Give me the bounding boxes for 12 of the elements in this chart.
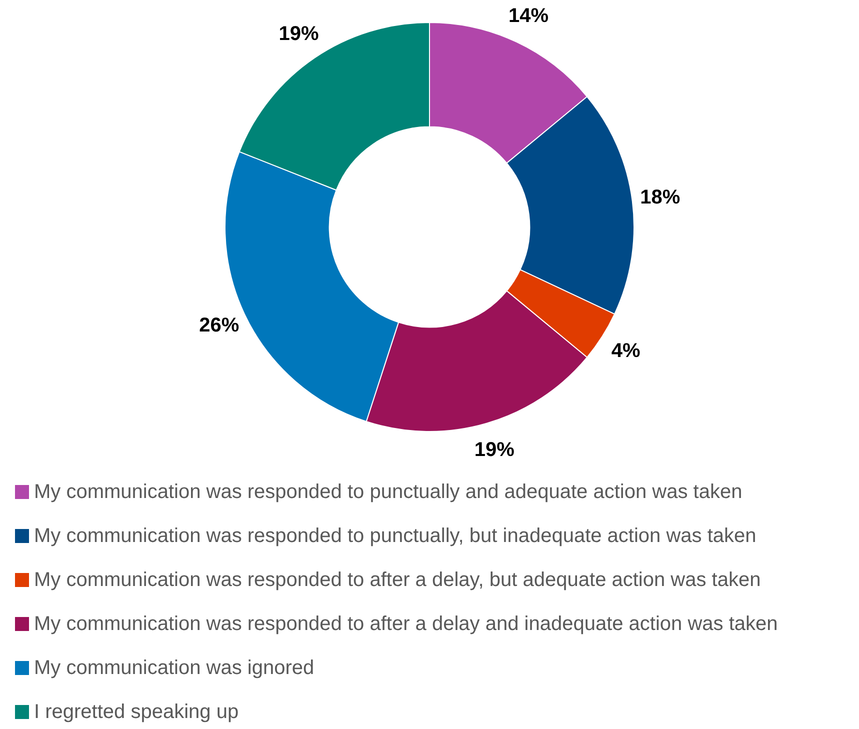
legend-label: I regretted speaking up (34, 700, 239, 724)
legend-label: My communication was responded to punctually, but inadequate action was taken (34, 524, 756, 548)
data-label: 18% (640, 186, 680, 208)
legend-label: My communication was responded to after a delay and inadequate action was taken (34, 612, 778, 636)
legend-label: My communication was responded to after a delay, but adequate action was taken (34, 568, 761, 592)
data-label: 26% (199, 314, 240, 337)
data-label: 19% (474, 438, 515, 461)
legend-label: My communication was responded to punctually and adequate action was taken (34, 480, 742, 504)
data-label: 14% (508, 5, 549, 28)
data-label: 19% (278, 23, 320, 46)
data-label: 4% (611, 340, 640, 362)
legend-label: My communication was ignored (34, 656, 314, 680)
